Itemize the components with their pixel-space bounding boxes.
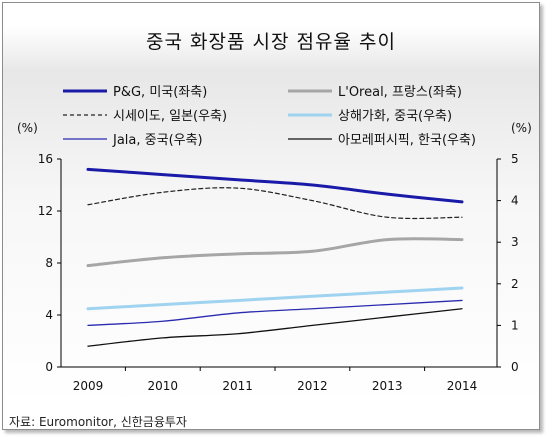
right-tick-label: 5	[511, 152, 519, 166]
legend-label-2: L'Oreal, 프랑스(좌축)	[338, 85, 462, 100]
left-tick-label: 16	[38, 152, 53, 166]
source-note: 자료: Euromonitor, 신한금융투자	[9, 415, 187, 429]
right-tick-label: 1	[511, 318, 519, 332]
legend-label-6: 아모레퍼시픽, 한국(우축)	[338, 133, 476, 148]
legend-label-3: 시세이도, 일본(우축)	[113, 109, 227, 124]
x-tick-label: 2011	[222, 379, 253, 393]
chart-frame: 중국 화장품 시장 점유율 추이 P&G, 미국(좌축) L'Oreal, 프랑스…	[2, 2, 540, 430]
line-chart: P&G, 미국(좌축) L'Oreal, 프랑스(좌축) 시세이도, 일본(우축) 상…	[17, 85, 532, 393]
right-tick-label: 0	[511, 360, 519, 374]
plot-band	[3, 69, 539, 405]
legend-label-5: Jala, 중국(우축)	[112, 133, 203, 148]
legend-label-4: 상해가화, 중국(우축)	[338, 109, 452, 124]
x-tick-label: 2010	[148, 379, 179, 393]
right-axis-unit: (%)	[511, 121, 532, 135]
series-line-4	[86, 286, 464, 311]
left-axis-unit: (%)	[17, 121, 38, 135]
legend-label-1: P&G, 미국(좌축)	[113, 85, 207, 100]
left-tick-label: 0	[45, 360, 53, 374]
x-tick-label: 2014	[447, 379, 478, 393]
series-line-2	[86, 237, 464, 268]
series-line-6	[87, 308, 463, 347]
right-tick-label: 4	[511, 194, 519, 208]
series-line-1	[86, 167, 464, 204]
chart-title: 중국 화장품 시장 점유율 추이	[146, 31, 396, 53]
x-tick-label: 2012	[297, 379, 328, 393]
right-tick-label: 2	[511, 277, 519, 291]
series-line-3	[87, 187, 463, 220]
left-tick-label: 8	[45, 256, 53, 270]
left-tick-label: 4	[45, 308, 53, 322]
series-line-5	[87, 299, 463, 327]
x-tick-label: 2009	[73, 379, 104, 393]
title-band: 중국 화장품 시장 점유율 추이	[3, 3, 539, 69]
x-tick-label: 2013	[372, 379, 403, 393]
left-tick-label: 12	[38, 204, 53, 218]
right-tick-label: 3	[511, 235, 519, 249]
